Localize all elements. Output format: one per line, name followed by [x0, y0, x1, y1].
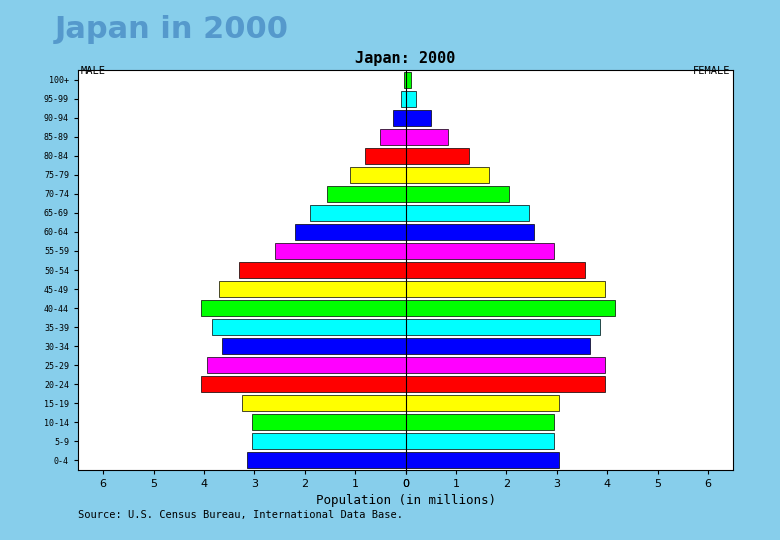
Bar — [201, 300, 406, 316]
Bar — [406, 433, 555, 449]
Bar — [242, 395, 406, 411]
Bar — [246, 452, 406, 468]
Bar — [401, 91, 406, 107]
Bar — [222, 338, 406, 354]
Bar — [239, 262, 406, 278]
Bar — [201, 376, 406, 392]
Bar — [406, 262, 584, 278]
Bar — [406, 148, 469, 164]
Bar — [295, 224, 406, 240]
Bar — [211, 319, 406, 335]
Bar — [406, 72, 410, 88]
Text: Source: U.S. Census Bureau, International Data Base.: Source: U.S. Census Bureau, Internationa… — [78, 510, 403, 521]
Bar — [406, 300, 615, 316]
Bar — [252, 433, 406, 449]
Bar — [406, 205, 529, 221]
Bar — [406, 224, 534, 240]
Bar — [406, 243, 555, 259]
Bar — [406, 357, 604, 373]
Bar — [403, 72, 406, 88]
Bar — [393, 110, 406, 126]
Bar — [207, 357, 406, 373]
Bar — [406, 376, 604, 392]
Bar — [406, 395, 559, 411]
Bar — [365, 148, 406, 164]
Bar — [406, 110, 431, 126]
Bar — [219, 281, 406, 297]
Bar — [406, 414, 555, 430]
Bar — [406, 338, 590, 354]
Bar — [252, 414, 406, 430]
X-axis label: Population (in millions): Population (in millions) — [316, 495, 495, 508]
Bar — [310, 205, 406, 221]
Bar — [406, 452, 559, 468]
Bar — [406, 281, 604, 297]
Bar — [381, 129, 406, 145]
Text: Japan in 2000: Japan in 2000 — [55, 15, 289, 44]
Title: Japan: 2000: Japan: 2000 — [356, 51, 456, 66]
Bar — [406, 129, 448, 145]
Bar — [406, 167, 489, 183]
Bar — [350, 167, 406, 183]
Bar — [406, 186, 509, 202]
Bar — [406, 319, 600, 335]
Text: FEMALE: FEMALE — [693, 66, 731, 76]
Bar — [406, 91, 416, 107]
Text: MALE: MALE — [80, 66, 105, 76]
Bar — [275, 243, 406, 259]
Bar — [328, 186, 406, 202]
